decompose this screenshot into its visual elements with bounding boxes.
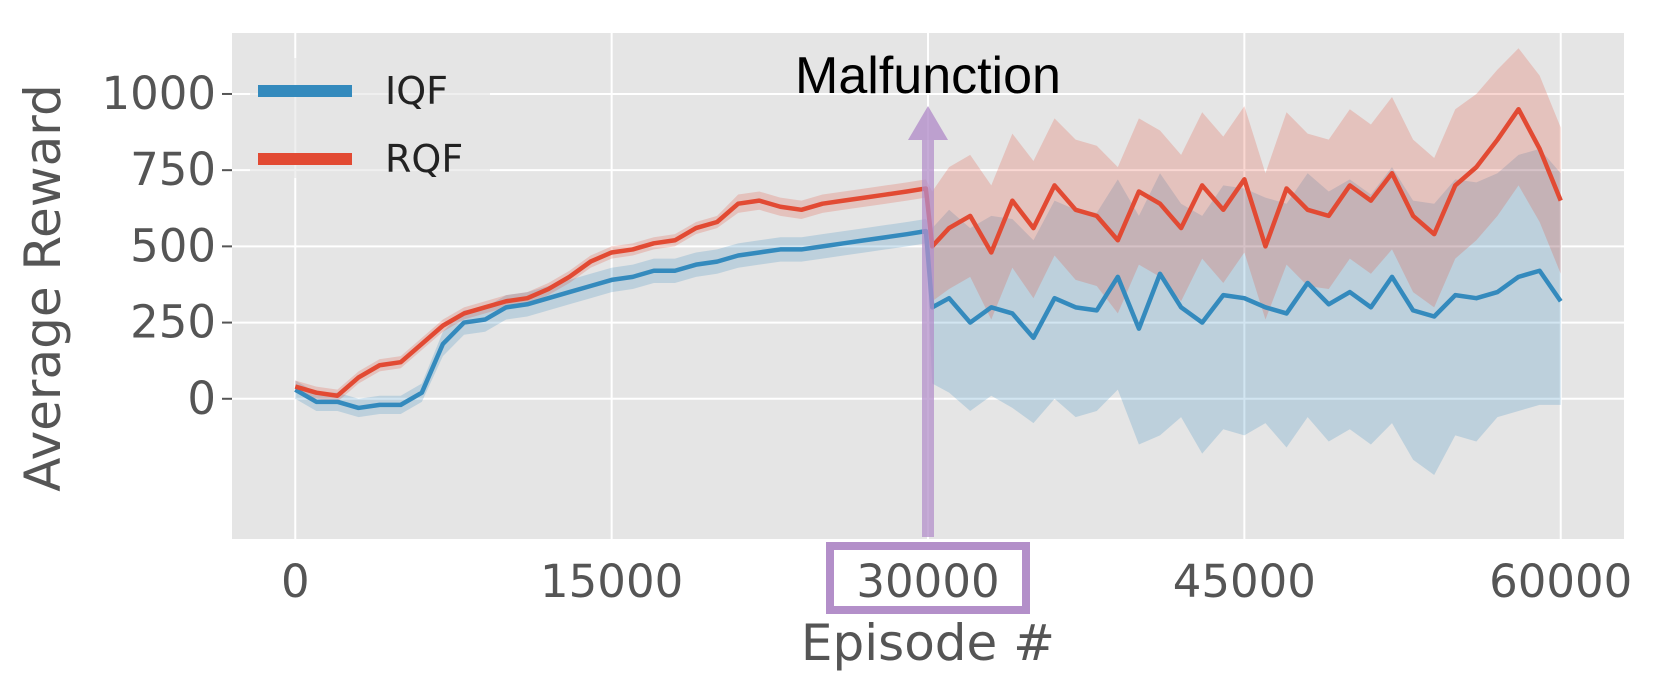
- x-tick-label: 45000: [1173, 555, 1316, 608]
- y-tick-label: 500: [130, 219, 216, 272]
- y-tick-label: 1000: [101, 67, 216, 120]
- axis-ticks: 0 15000 30000 45000 60000 0 250 500 750 1000: [101, 67, 1632, 614]
- x-axis-label: Episode #: [801, 614, 1055, 672]
- series-band-iqf: [295, 148, 1561, 475]
- malfunction-label: Malfunction: [795, 47, 1061, 105]
- legend: IQF RQF: [250, 58, 490, 181]
- y-axis-label: Average Reward: [14, 84, 72, 491]
- x-tick-label: 60000: [1489, 555, 1632, 608]
- x-tick-label: 30000: [856, 555, 999, 608]
- malfunction-arrow-head: [908, 106, 948, 140]
- x-tick-label: 0: [281, 555, 310, 608]
- y-tick-label: 750: [130, 143, 216, 196]
- x-tick-highlight-box: [826, 542, 1030, 614]
- y-tick-label: 250: [130, 296, 216, 349]
- y-tick-label: 0: [187, 372, 216, 425]
- legend-label-rqf: RQF: [385, 137, 463, 181]
- legend-label-iqf: IQF: [385, 69, 448, 113]
- malfunction-annotation: Malfunction: [795, 47, 1061, 537]
- x-tick-label: 15000: [540, 555, 683, 608]
